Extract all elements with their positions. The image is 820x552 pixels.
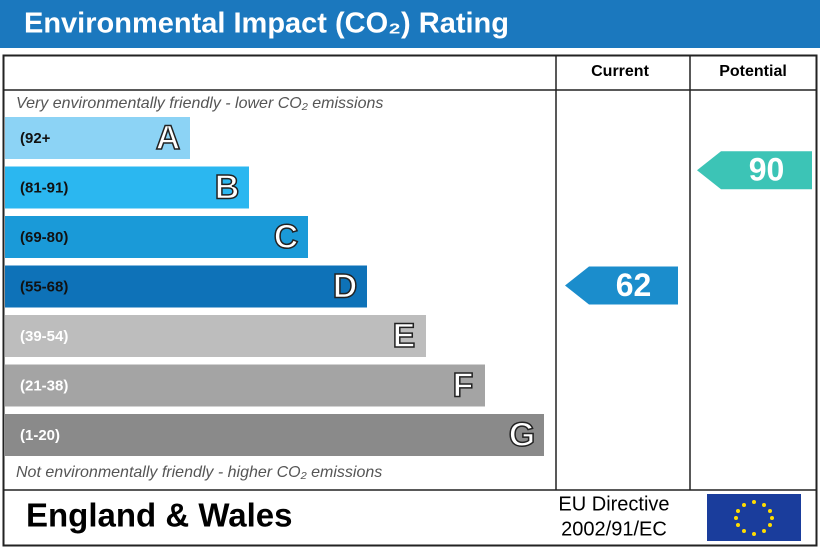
band <box>5 414 544 456</box>
rating-arrow <box>565 266 678 305</box>
title-bar <box>0 0 820 48</box>
band <box>5 216 308 258</box>
band-range: (39-54) <box>20 328 68 345</box>
band-range: (1-20) <box>20 427 60 444</box>
band-letter: A <box>156 119 181 157</box>
band-range: (55-68) <box>20 278 68 295</box>
band <box>5 117 190 159</box>
band <box>5 315 426 357</box>
band-letter: F <box>453 366 474 404</box>
band-range: (92+ <box>20 130 51 147</box>
frame <box>2 54 818 547</box>
band <box>5 166 249 209</box>
bottom-note: Not environmentally friendly - higher CO… <box>16 464 382 481</box>
band <box>5 265 367 308</box>
band-letter: E <box>393 317 416 355</box>
rating-value: 62 <box>616 267 652 303</box>
band-letter: B <box>215 168 240 206</box>
top-note: Very environmentally friendly - lower CO… <box>16 95 383 112</box>
footer-code: 2002/91/EC <box>561 518 667 540</box>
column-header: Potential <box>719 63 787 80</box>
band-letter: D <box>333 267 358 305</box>
rating-arrow <box>697 151 812 190</box>
eu-flag <box>707 494 801 541</box>
band-range: (81-91) <box>20 179 68 196</box>
footer-directive: EU Directive <box>558 493 669 515</box>
band-range: (69-80) <box>20 229 68 246</box>
band-range: (21-38) <box>20 377 68 394</box>
band <box>5 364 485 407</box>
band-letter: G <box>509 416 535 454</box>
footer-region: England & Wales <box>26 497 292 534</box>
chart-title: Environmental Impact (CO₂) Rating <box>24 8 509 40</box>
rating-value: 90 <box>749 152 785 188</box>
band-letter: C <box>274 218 299 256</box>
column-header: Current <box>591 63 649 80</box>
